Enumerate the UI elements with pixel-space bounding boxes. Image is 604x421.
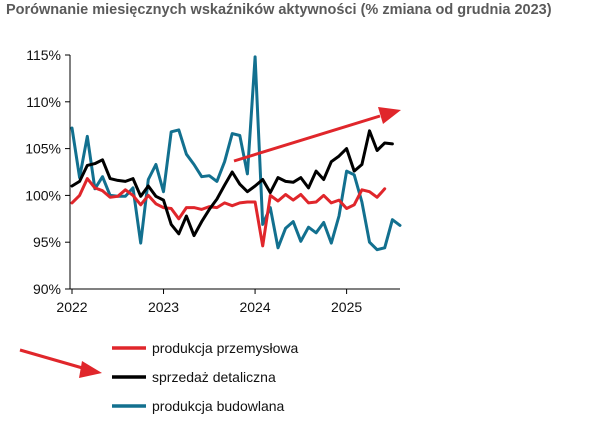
legend-pointer-arrow bbox=[19, 348, 102, 378]
series-line-produkcja-przemyslowa bbox=[70, 177, 387, 248]
trend-arrow bbox=[233, 107, 401, 163]
x-tick-label: 2022 bbox=[56, 299, 87, 315]
chart-title: Porównanie miesięcznych wskaźników aktyw… bbox=[6, 2, 552, 18]
x-tick-label: 2023 bbox=[148, 299, 179, 315]
legend-label: produkcja budowlana bbox=[152, 398, 285, 414]
legend: produkcja przemysłowa sprzedaż detaliczna… bbox=[112, 340, 298, 414]
series-line-sprzedaz-detaliczna bbox=[70, 129, 394, 238]
y-tick-label: 100% bbox=[25, 187, 61, 203]
y-tick-label: 90% bbox=[33, 281, 61, 297]
legend-label: sprzedaż detaliczna bbox=[152, 369, 276, 385]
y-tick-label: 95% bbox=[33, 234, 61, 250]
y-tick-label: 110% bbox=[26, 94, 61, 110]
legend-label: produkcja przemysłowa bbox=[152, 340, 298, 356]
series-line-produkcja-budowlana bbox=[70, 55, 402, 252]
y-tick-label: 105% bbox=[25, 141, 61, 157]
x-tick-label: 2024 bbox=[239, 299, 270, 315]
y-tick-label: 115% bbox=[26, 47, 61, 63]
x-tick-label: 2025 bbox=[331, 299, 362, 315]
